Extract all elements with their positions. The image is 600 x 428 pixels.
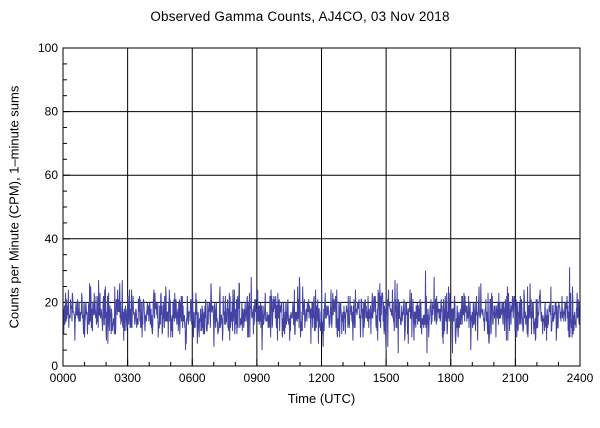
x-tick-label: 2100 [502, 371, 529, 385]
plot-border [62, 47, 581, 367]
x-tick-label: 0900 [244, 371, 271, 385]
x-tick-label: 0300 [114, 371, 141, 385]
y-tick-label: 0 [51, 359, 58, 373]
x-tick-label: 1800 [437, 371, 464, 385]
x-axis-label: Time (UTC) [287, 391, 356, 406]
y-tick-label: 20 [45, 295, 59, 309]
x-tick-label: 1200 [308, 371, 335, 385]
y-tick-label: 100 [38, 41, 58, 55]
x-tick-label: 0000 [50, 371, 77, 385]
x-tick-label: 2400 [567, 371, 594, 385]
x-tick-label: 0600 [179, 371, 206, 385]
y-tick-label: 60 [45, 168, 59, 182]
chart-title: Observed Gamma Counts, AJ4CO, 03 Nov 201… [150, 9, 450, 24]
x-tick-label: 1500 [373, 371, 400, 385]
y-axis-label: Counts per Minute (CPM), 1–minute sums [6, 85, 22, 329]
gamma-counts-series [62, 267, 581, 354]
y-tick-label: 40 [45, 232, 59, 246]
y-tick-label: 80 [45, 105, 59, 119]
